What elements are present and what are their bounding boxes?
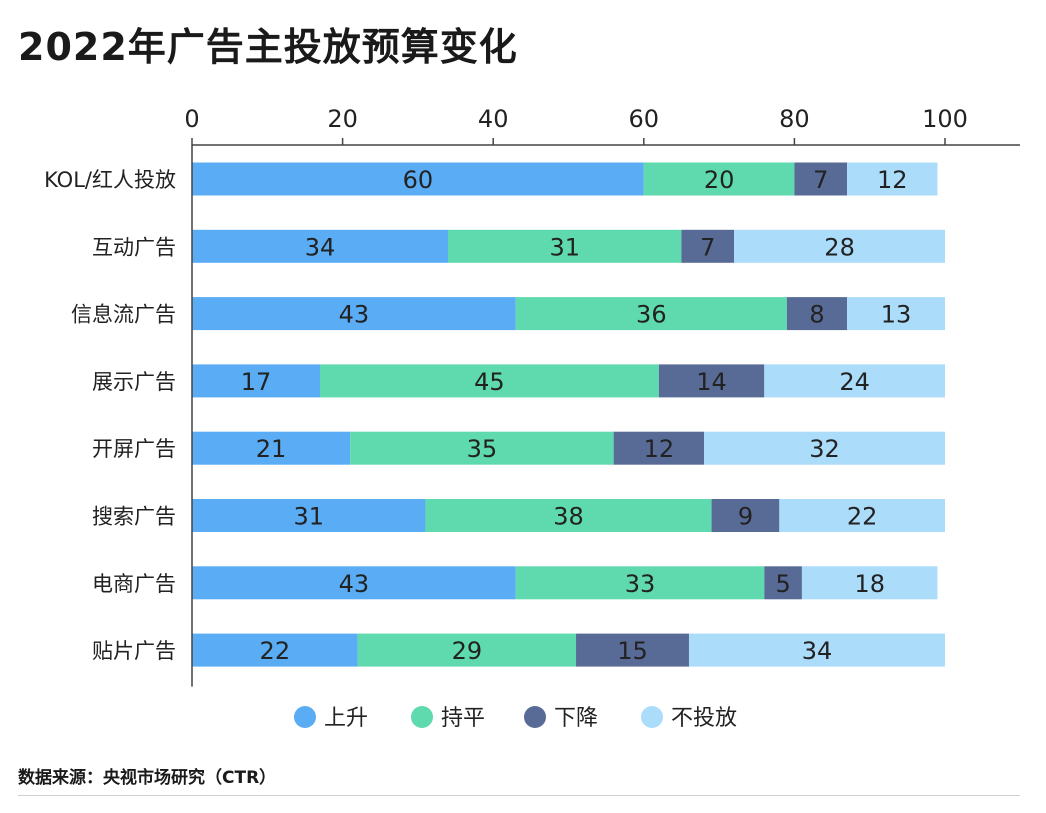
bar-segment bbox=[350, 431, 614, 465]
x-tick-label: 40 bbox=[478, 105, 509, 133]
data-label: 38 bbox=[553, 503, 584, 531]
data-label: 31 bbox=[293, 503, 324, 531]
data-label: 60 bbox=[403, 166, 434, 194]
bar-segment bbox=[613, 431, 705, 465]
bar-segment bbox=[794, 162, 848, 196]
chart-title: 2022年广告主投放预算变化 bbox=[18, 25, 518, 69]
bar-segment bbox=[425, 499, 712, 532]
x-tick-label: 100 bbox=[922, 105, 968, 133]
x-tick-label: 0 bbox=[184, 105, 199, 133]
bar-segment bbox=[192, 162, 644, 196]
bar-segment bbox=[704, 431, 945, 465]
bar-segment bbox=[734, 229, 945, 263]
data-label: 7 bbox=[700, 233, 715, 261]
legend-marker bbox=[411, 706, 433, 728]
data-label: 31 bbox=[549, 233, 580, 261]
bar-segment bbox=[658, 364, 765, 398]
data-label: 35 bbox=[467, 435, 498, 463]
bar-segment bbox=[681, 229, 735, 263]
legend-marker bbox=[294, 706, 316, 728]
bar-segment bbox=[192, 297, 516, 331]
data-label: 36 bbox=[636, 301, 667, 329]
data-label: 32 bbox=[809, 435, 840, 463]
bar-segment bbox=[576, 633, 689, 667]
data-label: 43 bbox=[339, 570, 370, 598]
x-tick-label: 80 bbox=[779, 105, 810, 133]
bottom-divider bbox=[18, 795, 1020, 796]
bar-segment bbox=[515, 566, 765, 600]
bar-segment bbox=[764, 566, 802, 600]
bar-segment bbox=[764, 364, 945, 398]
x-tick-label: 60 bbox=[629, 105, 660, 133]
category-label: 互动广告 bbox=[92, 235, 176, 259]
bar-segment bbox=[711, 499, 780, 532]
data-label: 9 bbox=[738, 503, 753, 531]
bar-segment bbox=[515, 297, 787, 331]
data-label: 33 bbox=[625, 570, 656, 598]
bar-segment bbox=[847, 162, 938, 196]
data-label: 15 bbox=[617, 637, 648, 665]
data-label: 24 bbox=[839, 368, 870, 396]
category-label: 开屏广告 bbox=[92, 437, 176, 461]
bar-segment bbox=[192, 499, 426, 532]
category-label: 电商广告 bbox=[92, 572, 176, 596]
data-label: 22 bbox=[847, 503, 878, 531]
data-label: 7 bbox=[813, 166, 828, 194]
category-label: 贴片广告 bbox=[92, 639, 176, 663]
data-label: 17 bbox=[241, 368, 272, 396]
bar-segment bbox=[192, 364, 321, 398]
data-label: 43 bbox=[339, 301, 370, 329]
bar-segment bbox=[847, 297, 945, 331]
legend-label: 持平 bbox=[441, 706, 485, 731]
bar-segment bbox=[192, 229, 449, 263]
data-label: 45 bbox=[474, 368, 505, 396]
data-label: 13 bbox=[881, 301, 912, 329]
bar-segment bbox=[448, 229, 682, 263]
data-label: 28 bbox=[824, 233, 855, 261]
legend-label: 不投放 bbox=[671, 706, 737, 731]
data-label: 22 bbox=[260, 637, 291, 665]
bar-segment bbox=[801, 566, 938, 600]
data-label: 34 bbox=[802, 637, 833, 665]
bar-segment bbox=[688, 633, 945, 667]
stacked-bar-chart: 0 20 40 60 80 100 KOL/红人投放 60 20 7 12 互动广告 34 31 7 28 信息… bbox=[44, 105, 1020, 731]
bar-segment bbox=[779, 499, 945, 532]
data-label: 34 bbox=[305, 233, 336, 261]
category-label: 搜索广告 bbox=[92, 505, 176, 529]
data-label: 20 bbox=[704, 166, 735, 194]
legend-label: 上升 bbox=[324, 706, 368, 731]
bar-segment bbox=[192, 431, 351, 465]
bar-segment bbox=[643, 162, 795, 196]
data-label: 18 bbox=[854, 570, 885, 598]
legend-marker bbox=[641, 706, 663, 728]
data-label: 29 bbox=[452, 637, 483, 665]
bar-segment bbox=[786, 297, 848, 331]
data-label: 14 bbox=[696, 368, 727, 396]
legend-label: 下降 bbox=[554, 706, 598, 731]
bar-segment bbox=[192, 566, 516, 600]
data-label: 12 bbox=[877, 166, 908, 194]
source-note: 数据来源：央视市场研究（CTR） bbox=[18, 768, 277, 788]
x-tick-label: 20 bbox=[327, 105, 358, 133]
category-label: 信息流广告 bbox=[71, 303, 176, 327]
category-label: KOL/红人投放 bbox=[44, 168, 176, 192]
bar-segment bbox=[357, 633, 577, 667]
data-label: 21 bbox=[256, 435, 287, 463]
category-label: 展示广告 bbox=[92, 370, 176, 394]
data-label: 8 bbox=[809, 301, 824, 329]
data-label: 5 bbox=[775, 570, 790, 598]
data-label: 12 bbox=[644, 435, 675, 463]
legend-marker bbox=[524, 706, 546, 728]
bar-segment bbox=[320, 364, 659, 398]
bar-segment bbox=[192, 633, 358, 667]
